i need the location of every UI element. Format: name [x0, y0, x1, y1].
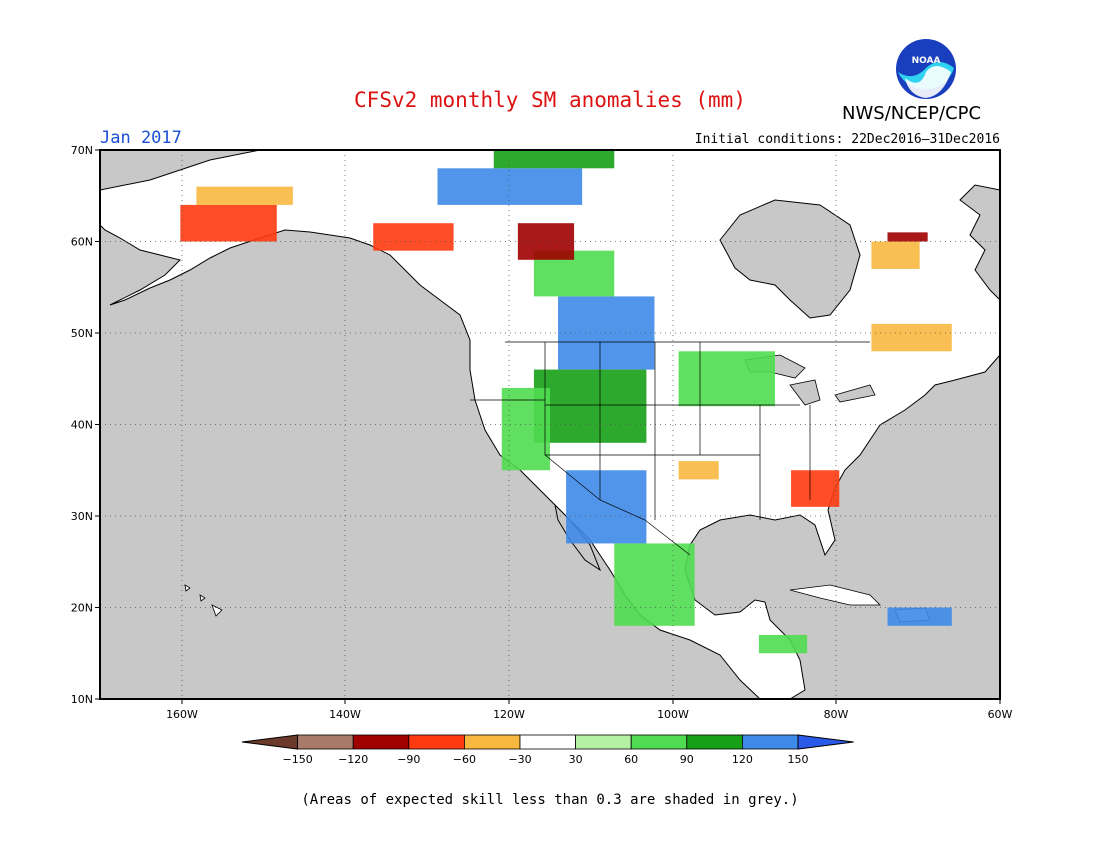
colorbar-tick-label: −120 [338, 753, 368, 766]
logo-text: NOAA [912, 56, 941, 66]
colorbar-swatch-2 [352, 734, 410, 750]
anomaly-region-3 [614, 543, 695, 626]
colorbar-swatch-8 [686, 734, 743, 750]
colorbar-swatch-7 [630, 734, 688, 750]
lat-label-40n: 40N [71, 419, 93, 432]
colorbar-swatch-4 [463, 734, 521, 750]
colorbar-tick-label: −60 [453, 753, 476, 766]
lon-label-100w: 100W [657, 708, 689, 721]
colorbar-swatch-9 [742, 734, 799, 750]
colorbar-tick-label: 120 [732, 753, 753, 766]
anomaly-region-9 [180, 204, 277, 242]
lat-label-30n: 30N [71, 510, 93, 523]
agency-label: NWS/NCEP/CPC [842, 103, 982, 124]
anomaly-region-4 [501, 387, 550, 471]
anomaly-region-10 [196, 186, 293, 205]
hawaii [184, 584, 223, 617]
anomaly-region-11 [871, 241, 920, 269]
colorbar-swatch-6 [575, 734, 632, 750]
chart-title: CFSv2 monthly SM anomalies (mm) [354, 88, 746, 112]
lon-label-80w: 80W [824, 708, 849, 721]
colorbar: −150 −120 −90 −60 −30 30 60 90 120 150 [241, 734, 854, 766]
anomaly-region-19 [887, 607, 952, 626]
lat-label-60n: 60N [71, 236, 93, 249]
colorbar-tick-label: 30 [569, 753, 583, 766]
anomaly-region-18 [758, 634, 808, 654]
lat-label-70n: 70N [71, 144, 93, 157]
anomaly-layer [180, 150, 952, 654]
lon-label-120w: 120W [493, 708, 525, 721]
footnote: (Areas of expected skill less than 0.3 a… [301, 792, 799, 808]
forecast-month: Jan 2017 [100, 128, 182, 148]
anomaly-region-1 [533, 369, 647, 443]
anomaly-region-13 [871, 323, 952, 352]
colorbar-tick-label: −150 [282, 753, 312, 766]
hudson-bay [719, 199, 861, 319]
colorbar-swatch-5 [519, 734, 576, 750]
lat-label-10n: 10N [71, 693, 93, 706]
colorbar-swatch-3 [408, 734, 465, 750]
colorbar-tick-label: 60 [624, 753, 638, 766]
anomaly-region-2 [566, 470, 647, 544]
colorbar-tick-label: −30 [508, 753, 531, 766]
colorbar-tick-label: −90 [397, 753, 420, 766]
gridlines [100, 150, 1000, 699]
lon-label-140w: 140W [329, 708, 361, 721]
lon-label-60w: 60W [988, 708, 1013, 721]
lon-label-160w: 160W [166, 708, 198, 721]
anomaly-region-7 [373, 223, 454, 251]
initial-conditions: Initial conditions: 22Dec2016–31Dec2016 [694, 132, 1000, 147]
anomaly-region-17 [493, 150, 615, 169]
colorbar-tick-label: 90 [680, 753, 694, 766]
anomaly-region-16 [437, 168, 583, 205]
colorbar-arrow-low [241, 734, 299, 750]
anomaly-region-15 [678, 461, 719, 480]
axis-ticks [95, 149, 1001, 704]
colorbar-arrow-high [797, 734, 854, 750]
anomaly-region-5 [678, 351, 775, 407]
lat-label-20n: 20N [71, 602, 93, 615]
noaa-logo: NOAA [896, 39, 956, 99]
anomaly-region-14 [791, 470, 840, 507]
colorbar-swatch-1 [297, 734, 354, 750]
lat-label-50n: 50N [71, 327, 93, 340]
anomaly-region-12 [887, 232, 928, 242]
colorbar-tick-label: 150 [788, 753, 809, 766]
anomaly-region-0 [558, 296, 655, 370]
political-boundaries [470, 341, 870, 556]
